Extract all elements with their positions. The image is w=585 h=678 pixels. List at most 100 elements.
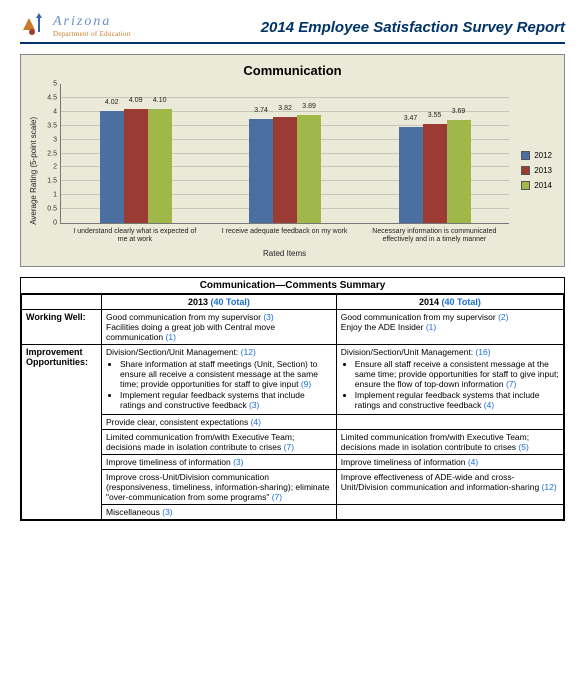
comments-title: Communication—Comments Summary [21,278,564,294]
chart-category-label: I understand clearly what is expected of… [60,228,210,245]
comments-corner-cell [22,294,102,309]
chart-legend: 2012 2013 2014 [509,84,558,258]
page: Arizona Department of Education 2014 Emp… [0,0,585,541]
logo-icon [20,12,50,38]
comments-line: Improve timeliness of information (3) [106,457,332,467]
comments-cell: Improve effectiveness of ADE-wide and cr… [336,469,563,504]
report-title: 2014 Employee Satisfaction Survey Report [261,19,565,38]
chart-ytick: 3.5 [39,122,57,129]
comments-line: Enjoy the ADE Insider (1) [341,322,559,332]
legend-label: 2012 [534,151,552,160]
chart-bar: 4.02 [100,111,124,223]
chart-xaxis-label: Rated Items [60,249,509,258]
comments-line: Miscellaneous (3) [106,507,332,517]
chart-bar: 3.55 [423,124,447,223]
comments-cell: Division/Section/Unit Management: (12) Sh… [102,344,337,414]
chart-plot: 00.511.522.533.544.554.024.094.103.743.8… [60,84,509,224]
comments-line: Good communication from my supervisor (3… [106,312,332,322]
chart-body: Average Rating (5-point scale) 00.511.52… [27,84,558,258]
logo-department: Department of Education [53,30,131,38]
chart-ytick: 5 [39,81,57,88]
comments-bullet-list: Ensure all staff receive a consistent me… [355,359,559,410]
chart-ytick: 2 [39,164,57,171]
chart-title: Communication [27,63,558,78]
comments-lead-line: Division/Section/Unit Management: (12) [106,347,332,357]
chart-bar: 4.10 [148,109,172,223]
comments-row: Improve timeliness of information (3)Imp… [22,454,564,469]
chart-ytick: 2.5 [39,150,57,157]
chart-ytick: 0.5 [39,206,57,213]
comments-cell: Division/Section/Unit Management: (16) En… [336,344,563,414]
comments-row-label: Working Well: [22,309,102,344]
logo: Arizona Department of Education [20,12,131,38]
comments-cell [336,504,563,519]
chart-category-label: Necessary information is communicated ef… [359,228,509,245]
chart-bar-value: 4.09 [129,97,143,104]
comments-cell: Miscellaneous (3) [102,504,337,519]
chart-ytick: 3 [39,136,57,143]
chart-bar: 3.89 [297,115,321,223]
chart-bar-value: 3.89 [302,103,316,110]
chart-plot-wrap: 00.511.522.533.544.554.024.094.103.743.8… [40,84,509,258]
chart-bar-group: 3.74 3.82 3.89 [210,84,359,223]
comments-cell [336,414,563,429]
comments-row-label: Improvement Opportunities: [22,344,102,519]
chart-bar-value: 4.10 [153,97,167,104]
legend-swatch [521,166,530,175]
chart-bar-value: 3.82 [278,105,292,112]
comments-bullet: Ensure all staff receive a consistent me… [355,359,559,389]
chart-container: Communication Average Rating (5-point sc… [20,54,565,267]
chart-ytick: 0 [39,220,57,227]
legend-label: 2013 [534,166,552,175]
chart-bar-value: 3.55 [428,112,442,119]
chart-bar-group: 3.473.553.69 [360,84,509,223]
chart-bar: 3.47 [399,127,423,223]
comments-line: Good communication from my supervisor (2… [341,312,559,322]
chart-bar-value: 3.74 [254,107,268,114]
comments-year-header: 2014 (40 Total) [336,294,563,309]
legend-swatch [521,151,530,160]
comments-line: Improve cross-Unit/Division communicatio… [106,472,332,502]
comments-row: Miscellaneous (3) [22,504,564,519]
chart-ytick: 4.5 [39,94,57,101]
comments-cell: Provide clear, consistent expectations (… [102,414,337,429]
header-rule [20,42,565,44]
chart-ytick: 4 [39,108,57,115]
comments-row: Working Well: Good communication from my … [22,309,564,344]
comments-bullet: Share information at staff meetings (Uni… [120,359,332,389]
comments-cell: Good communication from my supervisor (2… [336,309,563,344]
comments-table-grid: 2013 (40 Total)2014 (40 Total)Working We… [21,294,564,520]
logo-text: Arizona Department of Education [53,14,131,38]
comments-bullet: Implement regular feedback systems that … [120,390,332,410]
legend-item: 2012 [521,151,552,160]
chart-bar: 3.69 [447,120,471,223]
comments-line: Limited communication from/with Executiv… [341,432,559,452]
comments-row: Improve cross-Unit/Division communicatio… [22,469,564,504]
chart-xlabels: I understand clearly what is expected of… [60,228,509,245]
comments-lead-line: Division/Section/Unit Management: (16) [341,347,559,357]
legend-label: 2014 [534,181,552,190]
chart-ytick: 1 [39,192,57,199]
header: Arizona Department of Education 2014 Emp… [20,12,565,38]
chart-bar-value: 4.02 [105,99,119,106]
comments-year-header: 2013 (40 Total) [102,294,337,309]
comments-bullet: Implement regular feedback systems that … [355,390,559,410]
chart-ytick: 1.5 [39,178,57,185]
chart-bar-group: 4.024.094.10 [61,84,210,223]
chart-bar: 3.74 [249,119,273,223]
logo-state-name: Arizona [53,14,131,30]
comments-cell: Improve cross-Unit/Division communicatio… [102,469,337,504]
comments-cell: Good communication from my supervisor (3… [102,309,337,344]
chart-bar: 4.09 [124,109,148,223]
chart-bar-value: 3.69 [452,108,466,115]
comments-cell: Limited communication from/with Executiv… [336,429,563,454]
comments-line: Facilities doing a great job with Centra… [106,322,332,342]
comments-bullet-list: Share information at staff meetings (Uni… [120,359,332,410]
legend-item: 2013 [521,166,552,175]
comments-line: Provide clear, consistent expectations (… [106,417,332,427]
comments-cell: Improve timeliness of information (3) [102,454,337,469]
comments-row: Improvement Opportunities:Division/Secti… [22,344,564,414]
legend-swatch [521,181,530,190]
comments-line: Limited communication from/with Executiv… [106,432,332,452]
comments-table: Communication—Comments Summary 2013 (40 … [20,277,565,521]
